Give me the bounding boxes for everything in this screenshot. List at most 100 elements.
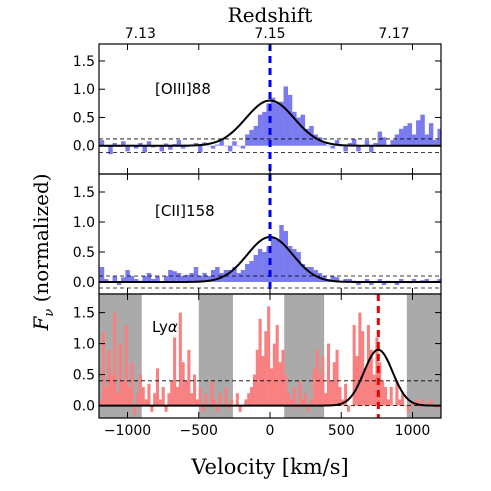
spectrum-bar xyxy=(437,128,441,146)
spectrum-bar xyxy=(232,141,237,146)
spectrum-bar xyxy=(373,142,378,146)
line-annotation-main: Ly xyxy=(152,318,168,336)
spectrum-bar xyxy=(198,387,202,406)
spectrum-bar xyxy=(146,273,152,282)
spectrum-bar xyxy=(185,274,190,282)
spectrum-bar xyxy=(309,399,313,406)
spectrum-bar xyxy=(418,405,422,409)
spectrum-bar xyxy=(210,380,214,406)
x-tick-label: 1000 xyxy=(395,423,431,439)
spectrum-bar xyxy=(266,103,271,146)
line-annotation-greek: α xyxy=(168,318,178,336)
spectrum-bar xyxy=(300,264,306,282)
spectrum-bar xyxy=(133,405,137,415)
spectrum-bar xyxy=(193,267,199,282)
spectrum-bar xyxy=(227,145,233,152)
spectrum-bar xyxy=(398,128,404,146)
spectrum-bar xyxy=(301,399,305,406)
spectrum-bar xyxy=(167,393,171,406)
panel-cii: 0.0 0.5 1.0 1.5 [CII]158 xyxy=(73,173,442,295)
spectrum-bar xyxy=(262,111,267,146)
spectrum-bar xyxy=(141,387,145,406)
spectrum-bar xyxy=(416,120,421,146)
spectrum-bar xyxy=(249,129,254,146)
spectrum-bar xyxy=(198,276,203,282)
spectrum-bar xyxy=(287,94,293,146)
spectrum-bar xyxy=(377,279,383,282)
y-tick-label: 0.0 xyxy=(73,139,95,155)
spectrum-bar xyxy=(394,282,400,285)
spectrum-bar xyxy=(398,399,402,406)
spectrum-bar xyxy=(240,145,246,149)
spectrum-bar xyxy=(176,273,182,282)
spectrum-bar xyxy=(270,237,276,282)
spectrum-bar xyxy=(358,312,362,406)
spectrum-bar xyxy=(343,145,348,152)
spectrum-bar xyxy=(415,399,419,406)
spectrum-bar xyxy=(403,405,407,407)
spectrum-bar xyxy=(213,399,217,406)
spectrum-bar xyxy=(121,141,126,146)
spectrum-bar xyxy=(264,331,268,406)
line-annotation: [CII]158 xyxy=(155,202,215,220)
y-axis-label: Fν (normalized) xyxy=(29,173,57,331)
spectrum-bar xyxy=(202,273,207,282)
spectrum-bar xyxy=(409,402,413,406)
spectrum-bar xyxy=(313,134,318,146)
spectrum-bar xyxy=(398,279,404,282)
spectrum-bar xyxy=(386,399,390,406)
spectrum-bar xyxy=(322,142,327,146)
x-axis-label: Velocity [km/s] xyxy=(190,455,348,479)
spectrum-bar xyxy=(250,387,254,406)
gaussian-fit-line xyxy=(99,99,441,147)
top-tick-label: 7.17 xyxy=(378,26,409,42)
spectrum-bar xyxy=(317,137,323,146)
spectrum-bar xyxy=(356,282,361,285)
spectrum-bar xyxy=(274,240,280,282)
spectrum-bar xyxy=(121,380,125,406)
spectrum-bar xyxy=(390,140,395,146)
spectrum-bar xyxy=(190,393,194,406)
y-tick-label: 0.0 xyxy=(73,399,95,415)
spectrum-bar xyxy=(236,145,241,147)
spectrum-bar xyxy=(304,393,308,406)
x-tick-label: 0 xyxy=(266,423,275,439)
spectrum-bar xyxy=(364,368,368,406)
spectrum-bar xyxy=(270,97,276,146)
spectrum-bar xyxy=(281,349,285,406)
spectrum-bar xyxy=(235,393,239,406)
spectrum-bar xyxy=(138,142,143,146)
spectrum-bar xyxy=(110,374,114,406)
y-tick-label: 1.0 xyxy=(73,337,95,353)
spectrum-bar xyxy=(142,276,147,282)
spectrum-bar xyxy=(335,349,339,406)
spectrum-bar xyxy=(133,279,139,282)
spectrum-bar xyxy=(369,349,373,406)
spectrum-bar xyxy=(245,134,250,146)
spectrum-bar xyxy=(99,140,105,146)
spectrum-bar xyxy=(224,387,228,406)
y-tick-label: 0.5 xyxy=(73,245,95,261)
spectrum-bar xyxy=(245,264,250,282)
spectrum-bar xyxy=(292,249,297,282)
spectrum-bar xyxy=(118,343,122,406)
spectrum-bar xyxy=(272,343,276,406)
spectrum-bar xyxy=(330,145,336,149)
panel-plot-area xyxy=(99,294,441,418)
spectrum-bar xyxy=(428,123,434,146)
spectrum-bar xyxy=(184,380,188,406)
spectrum-bar xyxy=(178,312,182,406)
spectrum-bar xyxy=(389,387,393,406)
panel-plot-area xyxy=(99,86,441,155)
y-tick-label: 0.0 xyxy=(73,275,95,291)
spectrum-bar xyxy=(113,312,117,406)
shaded-region xyxy=(406,294,441,418)
spectrum-bar xyxy=(307,405,311,412)
spectrum-bar xyxy=(164,405,168,412)
spectrum-bar xyxy=(147,383,151,406)
spectrum-bar xyxy=(343,279,348,282)
spectrum-bar xyxy=(378,362,382,406)
spectrum-bar xyxy=(275,325,279,406)
spectrum-bar xyxy=(278,362,282,406)
gaussian-fit-line xyxy=(99,348,441,407)
